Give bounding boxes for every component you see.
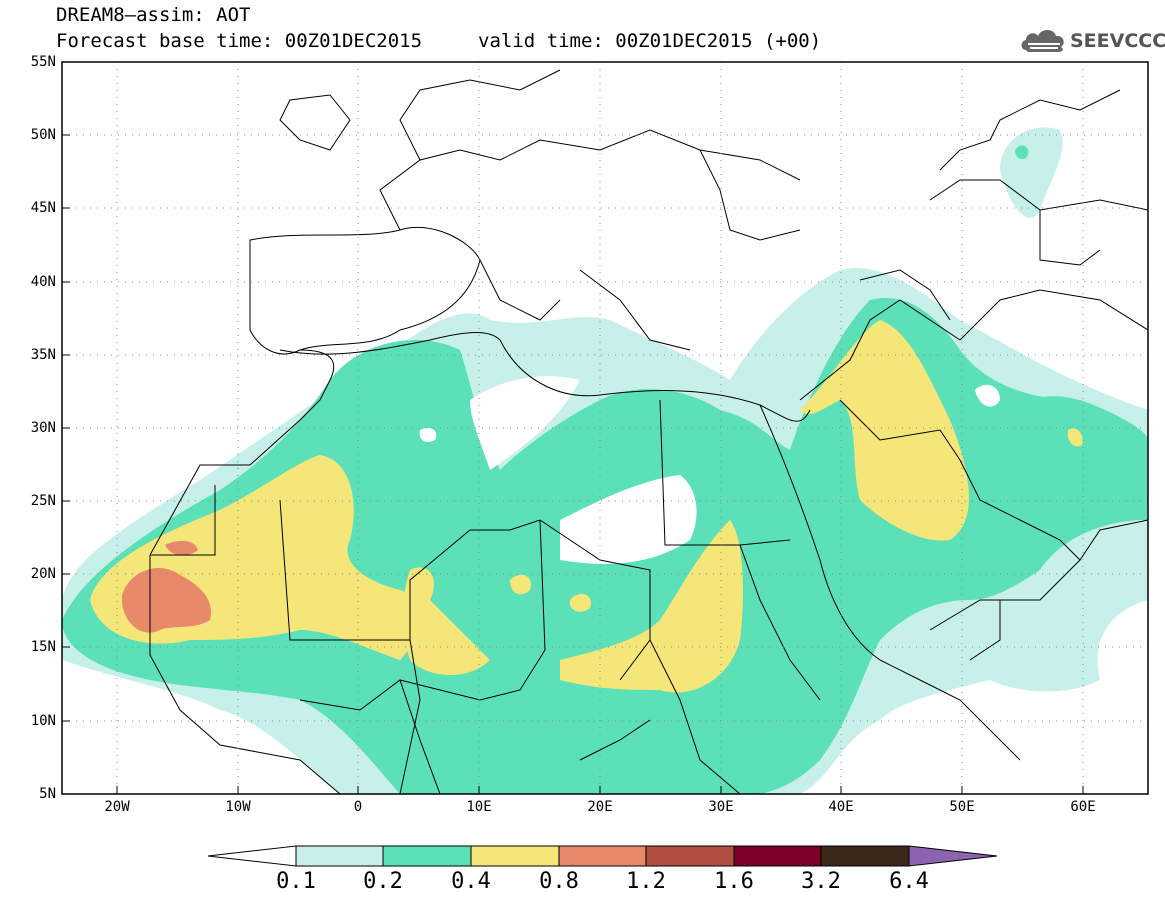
cloud-icon <box>1021 30 1064 52</box>
colorbar-label: 0.1 <box>276 869 316 894</box>
aot-fields <box>62 62 1148 794</box>
lat-label: 25N <box>30 493 56 509</box>
lat-label: 40N <box>30 274 56 290</box>
colorbar-label: 3.2 <box>801 869 841 894</box>
valid-time: valid time: 00Z01DEC2015 (+00) <box>478 30 822 52</box>
axis-ticks <box>62 61 1084 794</box>
forecast-base-time: Forecast base time: 00Z01DEC2015 <box>56 30 423 52</box>
logo-text: SEEVCCC <box>1070 30 1165 52</box>
map-title: DREAM8–assim: AOT <box>56 4 251 26</box>
colorbar <box>207 845 998 867</box>
colorbar-swatch <box>558 845 647 867</box>
aot-clear-zones <box>419 376 1000 564</box>
colorbar-swatch <box>382 845 472 867</box>
lon-label: 40E <box>828 799 854 815</box>
lon-label: 10E <box>466 799 492 815</box>
lon-label: 60E <box>1070 799 1096 815</box>
colorbar-swatch <box>470 845 560 867</box>
lat-label: 10N <box>30 713 56 729</box>
aot-band-0.8 <box>121 540 211 633</box>
colorbar-label: 0.8 <box>539 869 579 894</box>
lat-label: 50N <box>30 127 56 143</box>
colorbar-upper-arrow <box>908 845 998 867</box>
lat-label: 20N <box>30 566 56 582</box>
colorbar-label: 0.2 <box>363 869 403 894</box>
colorbar-label: 1.6 <box>714 869 754 894</box>
colorbar-swatch <box>645 845 735 867</box>
country-boundaries <box>149 69 1148 794</box>
lon-label: 20W <box>104 799 130 815</box>
colorbar-label: 6.4 <box>889 869 929 894</box>
colorbar-lower-arrow <box>207 845 297 867</box>
lat-label: 5N <box>39 786 56 802</box>
colorbar-swatch <box>820 845 910 867</box>
graticule <box>62 62 1148 794</box>
seevccc-logo: SEEVCCC <box>1018 22 1165 56</box>
lon-label: 30E <box>708 799 734 815</box>
lon-label: 20E <box>587 799 613 815</box>
lon-label: 10W <box>225 799 251 815</box>
lat-label: 15N <box>30 639 56 655</box>
lon-label: 0 <box>353 799 363 815</box>
colorbar-label: 1.2 <box>626 869 666 894</box>
lat-label: 30N <box>30 420 56 436</box>
lat-label: 55N <box>30 54 56 70</box>
lat-label: 35N <box>30 347 56 363</box>
lat-label: 45N <box>30 200 56 216</box>
lon-label: 50E <box>949 799 975 815</box>
colorbar-swatch <box>733 845 822 867</box>
colorbar-swatch <box>295 845 384 867</box>
colorbar-label: 0.4 <box>451 869 491 894</box>
